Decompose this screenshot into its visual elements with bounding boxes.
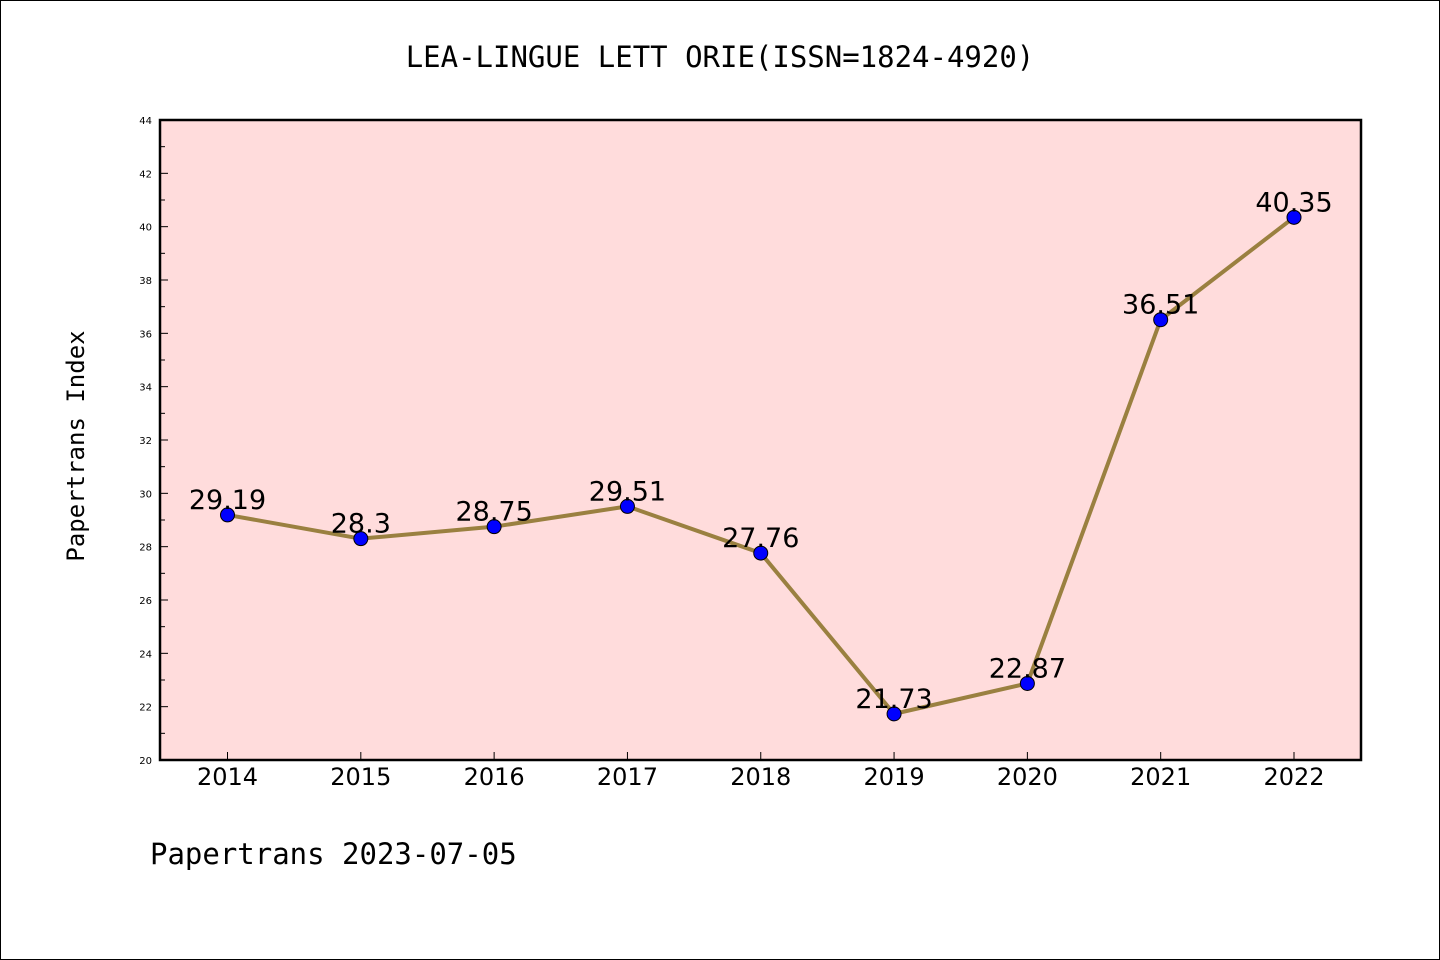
data-point <box>1153 312 1169 328</box>
y-tick-label: 42 <box>139 169 152 180</box>
y-axis-label: Papertrans Index <box>62 330 90 561</box>
x-tick-label: 2021 <box>1130 763 1191 791</box>
data-label: 36.51 <box>1122 290 1199 321</box>
data-label: 21.73 <box>855 684 932 715</box>
y-tick-label: 26 <box>139 596 152 607</box>
x-tick-label: 2014 <box>197 763 258 791</box>
data-point <box>1019 675 1035 691</box>
x-tick-label: 2015 <box>330 763 391 791</box>
series-papertrans-index: 29.19 28.3 28.75 29.51 27.76 21.73 22.87 36.51 4… <box>189 187 1333 722</box>
data-point <box>886 706 902 722</box>
y-tick-label: 32 <box>139 436 152 447</box>
data-label: 40.35 <box>1255 187 1332 218</box>
y-tick-label: 30 <box>139 489 152 500</box>
x-tick-label: 2022 <box>1263 763 1324 791</box>
chart-title: LEA-LINGUE LETT ORIE(ISSN=1824-4920) <box>406 40 1035 74</box>
y-tick-label: 20 <box>139 756 152 767</box>
x-tick-label: 2020 <box>997 763 1058 791</box>
data-label: 29.19 <box>189 485 266 516</box>
y-tick-label: 40 <box>139 223 152 234</box>
data-point <box>486 519 502 535</box>
x-tick-label: 2016 <box>464 763 525 791</box>
plot-area <box>158 118 1363 762</box>
y-tick-label: 28 <box>139 543 152 554</box>
data-label: 28.75 <box>455 497 532 528</box>
x-tick-label: 2019 <box>864 763 925 791</box>
data-point <box>220 507 235 523</box>
data-label: 22.87 <box>989 653 1066 684</box>
y-axis: 20 22 24 26 28 30 32 34 36 38 40 42 44 <box>139 116 168 767</box>
y-tick-label: 24 <box>139 649 152 660</box>
data-label: 29.51 <box>589 476 666 507</box>
x-tick-label: 2018 <box>730 763 791 791</box>
x-tick-label: 2017 <box>597 763 658 791</box>
y-tick-label: 36 <box>139 329 152 340</box>
y-tick-label: 22 <box>139 703 152 714</box>
y-tick-label: 44 <box>139 116 152 127</box>
y-tick-label: 38 <box>139 276 152 287</box>
y-tick-label: 34 <box>139 383 152 394</box>
data-point <box>753 545 769 561</box>
data-label: 28.3 <box>331 509 391 540</box>
data-point <box>619 498 635 514</box>
data-point <box>353 531 369 547</box>
footer-source-date: Papertrans 2023-07-05 <box>150 837 517 871</box>
data-point <box>1286 209 1302 225</box>
data-label: 27.76 <box>722 523 799 554</box>
x-axis: 2014 2015 2016 2017 2018 2019 2020 2021 2022 <box>197 752 1325 791</box>
